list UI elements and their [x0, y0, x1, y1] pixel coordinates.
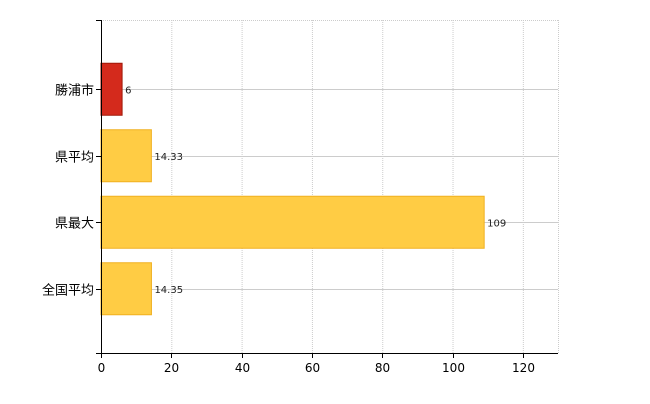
bar-value-label: 6 — [125, 85, 131, 96]
x-tick-label: 40 — [235, 361, 250, 375]
y-tick-label: 全国平均 — [42, 283, 94, 299]
x-tick-label: 20 — [164, 361, 179, 375]
y-tick-label: 県最大 — [55, 217, 94, 232]
x-tick-label: 120 — [512, 361, 535, 375]
x-tick-label: 100 — [442, 361, 465, 375]
bar-value-label: 14.33 — [154, 152, 183, 163]
bars — [100, 62, 485, 316]
x-tick-label: 80 — [375, 361, 390, 375]
x-tick-label: 60 — [305, 361, 320, 375]
x-tick-label: 0 — [98, 361, 106, 375]
bar-value-label: 14.35 — [154, 285, 183, 296]
grid-lines — [101, 20, 559, 353]
bar-value-label: 109 — [487, 218, 506, 229]
bar — [100, 62, 123, 116]
y-tick-label: 県平均 — [55, 151, 94, 166]
axes — [96, 20, 558, 358]
bar — [100, 129, 152, 183]
bar — [100, 262, 152, 316]
y-tick-label: 勝浦市 — [55, 83, 94, 99]
bar — [100, 195, 485, 249]
